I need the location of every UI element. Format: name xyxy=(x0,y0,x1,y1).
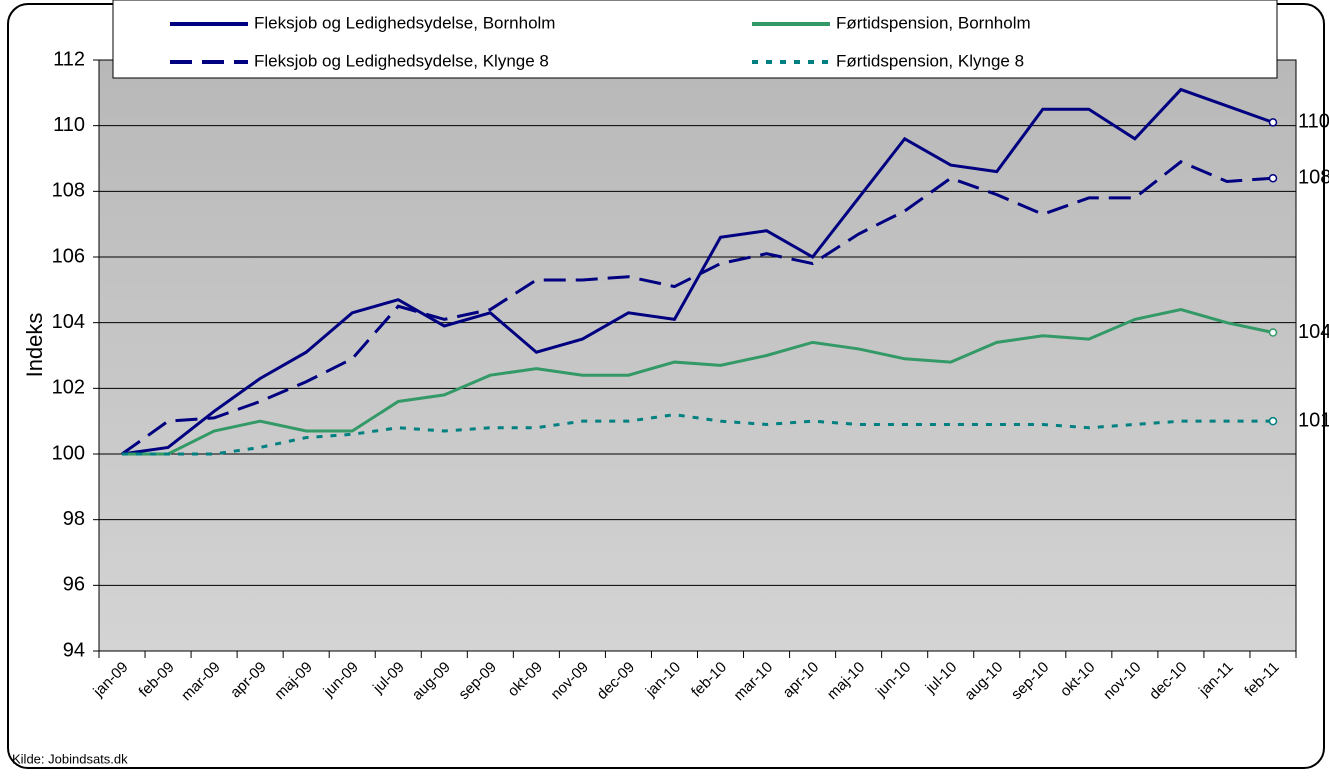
end-marker xyxy=(1268,173,1278,183)
end-marker xyxy=(1268,328,1278,337)
legend-entries: Fleksjob og Ledighedsydelse, Bornholm Før… xyxy=(170,13,1031,70)
series-line xyxy=(121,87,1274,456)
legend-label: Førtidspension, Klynge 8 xyxy=(836,51,1024,70)
y-tick-label: 96 xyxy=(63,574,85,596)
plot-area xyxy=(98,59,1297,652)
series-line xyxy=(122,307,1274,456)
end-label: 108 xyxy=(1298,166,1329,188)
end-label: 110 xyxy=(1298,111,1329,133)
source: Kilde: Jobindsats.dk xyxy=(12,751,128,766)
y-tick-label: 104 xyxy=(52,311,85,333)
lines: 110 104 108 101 xyxy=(121,87,1329,456)
y-tick-label: 108 xyxy=(52,180,85,202)
y-tick-label: 94 xyxy=(63,639,85,661)
y-tick-label: 112 xyxy=(53,48,85,70)
series-line xyxy=(121,160,1274,456)
end-marker xyxy=(1268,118,1278,127)
series-line xyxy=(122,413,1273,456)
y-tick-label: 106 xyxy=(52,245,85,267)
end-marker xyxy=(1268,416,1278,426)
y-axis-label: Indeks xyxy=(22,313,47,378)
y-tick-label: 100 xyxy=(52,442,85,464)
y-tick-label: 98 xyxy=(63,508,85,530)
legend-label: Fleksjob og Ledighedsydelse, Klynge 8 xyxy=(254,51,549,70)
legend-label: Førtidspension, Bornholm xyxy=(836,13,1031,32)
y-tick-label: 102 xyxy=(52,377,85,399)
y-tick-label: 110 xyxy=(53,114,85,136)
end-label: 101 xyxy=(1298,409,1329,431)
end-label: 104 xyxy=(1298,321,1329,343)
legend xyxy=(112,0,1278,79)
legend-label: Fleksjob og Ledighedsydelse, Bornholm xyxy=(254,13,555,32)
